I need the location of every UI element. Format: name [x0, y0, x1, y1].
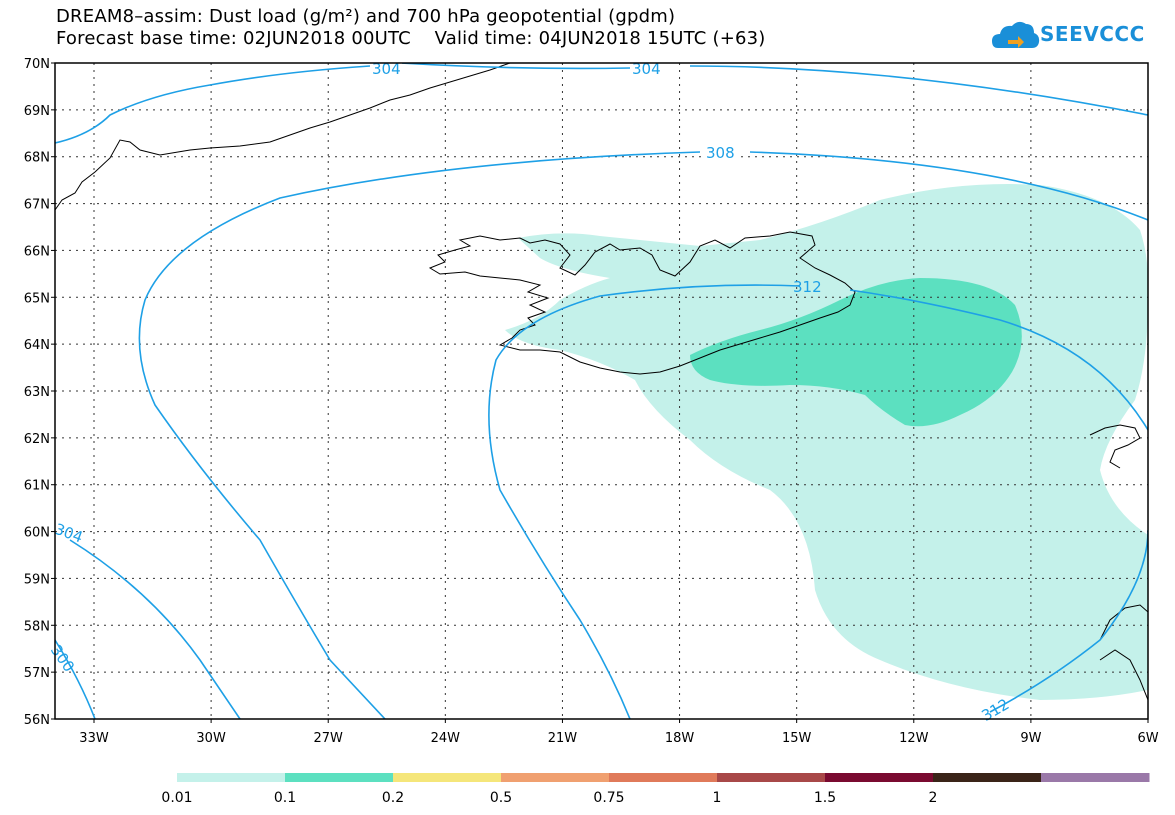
- longitude-labels: 33W 30W 27W 24W 21W 18W 15W 12W 9W 6W: [79, 719, 1159, 746]
- longitude-label: 33W: [79, 731, 109, 746]
- longitude-label: 24W: [431, 731, 461, 746]
- faroe-coastline: [1089, 424, 1141, 469]
- latitude-label: 63N: [24, 385, 50, 400]
- contour-304-top: [55, 63, 1148, 144]
- contour-label: 312: [793, 278, 822, 296]
- map-subtitle: Forecast base time: 02JUN2018 00UTC Vali…: [56, 28, 766, 49]
- latitude-label: 68N: [24, 151, 50, 166]
- colorbar-label: 1: [713, 790, 722, 806]
- latitude-labels: 70N 69N 68N 67N 66N 65N 64N 63N 62N 61N 60N 59N 58N 5…: [24, 57, 55, 728]
- contour-label: 304: [52, 520, 85, 547]
- latitude-label: 56N: [24, 713, 50, 728]
- longitude-label: 30W: [196, 731, 226, 746]
- longitude-label: 12W: [899, 731, 929, 746]
- longitude-label: 27W: [314, 731, 344, 746]
- latitude-label: 67N: [24, 198, 50, 213]
- colorbar-segment: [501, 773, 610, 782]
- longitude-label: 18W: [665, 731, 695, 746]
- latitude-label: 70N: [24, 57, 50, 72]
- colorbar-label: 0.75: [593, 790, 624, 806]
- colorbar-label: 1.5: [814, 790, 836, 806]
- dust-light-region: [505, 184, 1148, 700]
- geopotential-contours: [55, 63, 1148, 719]
- colorbar: 0.01 0.1 0.2 0.5 0.75 1 1.5 2: [161, 773, 1150, 806]
- cloud-logo-icon: [992, 21, 1040, 48]
- lat-lon-grid: [55, 63, 1148, 719]
- colorbar-segment: [285, 773, 394, 782]
- scotland-coastline: [1099, 604, 1148, 701]
- contour-308: [138, 151, 1148, 719]
- latitude-label: 60N: [24, 526, 50, 541]
- latitude-label: 66N: [24, 244, 50, 259]
- greenland-coastline: [55, 63, 511, 211]
- map-title: DREAM8–assim: Dust load (g/m²) and 700 h…: [56, 6, 676, 27]
- latitude-label: 64N: [24, 338, 50, 353]
- longitude-label: 6W: [1137, 731, 1158, 746]
- colorbar-label: 0.01: [161, 790, 192, 806]
- colorbar-segment: [609, 773, 718, 782]
- latitude-label: 62N: [24, 432, 50, 447]
- logo-text: SEEVCCC: [1040, 22, 1145, 46]
- colorbar-segment: [393, 773, 502, 782]
- contour-label: 304: [372, 60, 401, 78]
- coastlines: [55, 63, 1148, 701]
- colorbar-label: 0.2: [382, 790, 404, 806]
- colorbar-label: 2: [929, 790, 938, 806]
- colorbar-segment: [717, 773, 826, 782]
- latitude-label: 65N: [24, 291, 50, 306]
- latitude-label: 59N: [24, 572, 50, 587]
- longitude-label: 15W: [782, 731, 812, 746]
- contour-label: 304: [632, 60, 661, 78]
- colorbar-segment: [933, 773, 1042, 782]
- latitude-label: 69N: [24, 104, 50, 119]
- latitude-label: 58N: [24, 619, 50, 634]
- dust-fields: [505, 184, 1148, 700]
- longitude-label: 9W: [1020, 731, 1041, 746]
- iceland-coastline: [428, 231, 856, 375]
- contour-304-left: [69, 539, 241, 719]
- contour-312: [488, 284, 1148, 719]
- dust-medium-region: [690, 278, 1022, 427]
- latitude-label: 57N: [24, 666, 50, 681]
- longitude-label: 21W: [548, 731, 578, 746]
- colorbar-segment: [1041, 773, 1150, 782]
- contour-label: 312: [979, 695, 1013, 725]
- colorbar-label: 0.5: [490, 790, 512, 806]
- contour-300-left: [55, 639, 96, 719]
- colorbar-segment: [825, 773, 934, 782]
- contour-label: 308: [706, 144, 735, 162]
- colorbar-label: 0.1: [274, 790, 296, 806]
- colorbar-segment: [177, 773, 286, 782]
- latitude-label: 61N: [24, 479, 50, 494]
